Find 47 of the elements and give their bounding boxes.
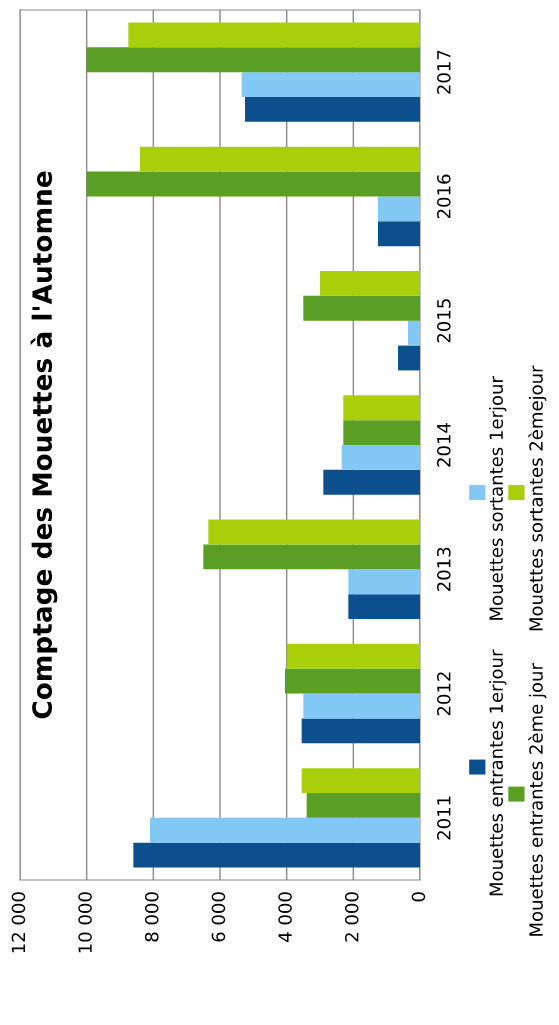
x-tick-label: 2 000 bbox=[344, 892, 359, 942]
bar bbox=[150, 817, 420, 843]
bar bbox=[128, 22, 420, 48]
bar bbox=[398, 345, 420, 371]
x-tick-label: 0 bbox=[411, 892, 426, 902]
x-tick-label: 8 000 bbox=[144, 892, 159, 942]
bar bbox=[286, 643, 420, 669]
y-tick-label: 2015 bbox=[436, 299, 451, 343]
bar bbox=[408, 320, 420, 346]
bar bbox=[86, 171, 420, 197]
bar bbox=[245, 97, 420, 122]
y-tick-label: 2012 bbox=[436, 672, 451, 716]
bar bbox=[86, 47, 420, 73]
legend-label: Mouettes sortantes 2èmejour bbox=[528, 365, 547, 631]
bar bbox=[341, 445, 420, 470]
bar bbox=[378, 221, 420, 247]
bar bbox=[306, 793, 420, 818]
x-tick-label: 12 000 bbox=[11, 892, 26, 953]
bar bbox=[323, 469, 420, 495]
bar bbox=[140, 146, 420, 172]
x-tick-label: 4 000 bbox=[278, 892, 292, 942]
bar bbox=[343, 420, 420, 445]
bar bbox=[343, 395, 420, 421]
y-tick-label: 2013 bbox=[436, 547, 451, 591]
y-tick-label: 2014 bbox=[436, 423, 451, 467]
bar bbox=[348, 569, 420, 595]
bar bbox=[133, 842, 420, 868]
bar bbox=[301, 718, 420, 744]
bar bbox=[301, 768, 420, 793]
bar bbox=[208, 519, 420, 545]
x-tick-label: 10 000 bbox=[78, 892, 92, 953]
bar bbox=[348, 594, 420, 619]
bar bbox=[320, 271, 420, 296]
legend-label: Mouettes entrantes 2ème jour bbox=[528, 663, 547, 936]
bar bbox=[303, 693, 420, 719]
bar bbox=[378, 196, 420, 222]
bar bbox=[241, 72, 420, 97]
bar bbox=[303, 295, 420, 321]
y-tick-label: 2011 bbox=[436, 796, 451, 840]
text: Comptage des Mouettes à l'Automne bbox=[30, 171, 58, 719]
legend-label: Mouettes entrantes 1erjour bbox=[489, 649, 507, 896]
x-tick-label: 6 000 bbox=[211, 892, 226, 942]
y-tick-label: 2017 bbox=[436, 50, 451, 94]
legend-label: Mouettes sortantes 1erjour bbox=[489, 376, 507, 620]
bar bbox=[285, 668, 420, 694]
y-tick-label: 2016 bbox=[436, 174, 451, 219]
bar bbox=[203, 544, 420, 570]
